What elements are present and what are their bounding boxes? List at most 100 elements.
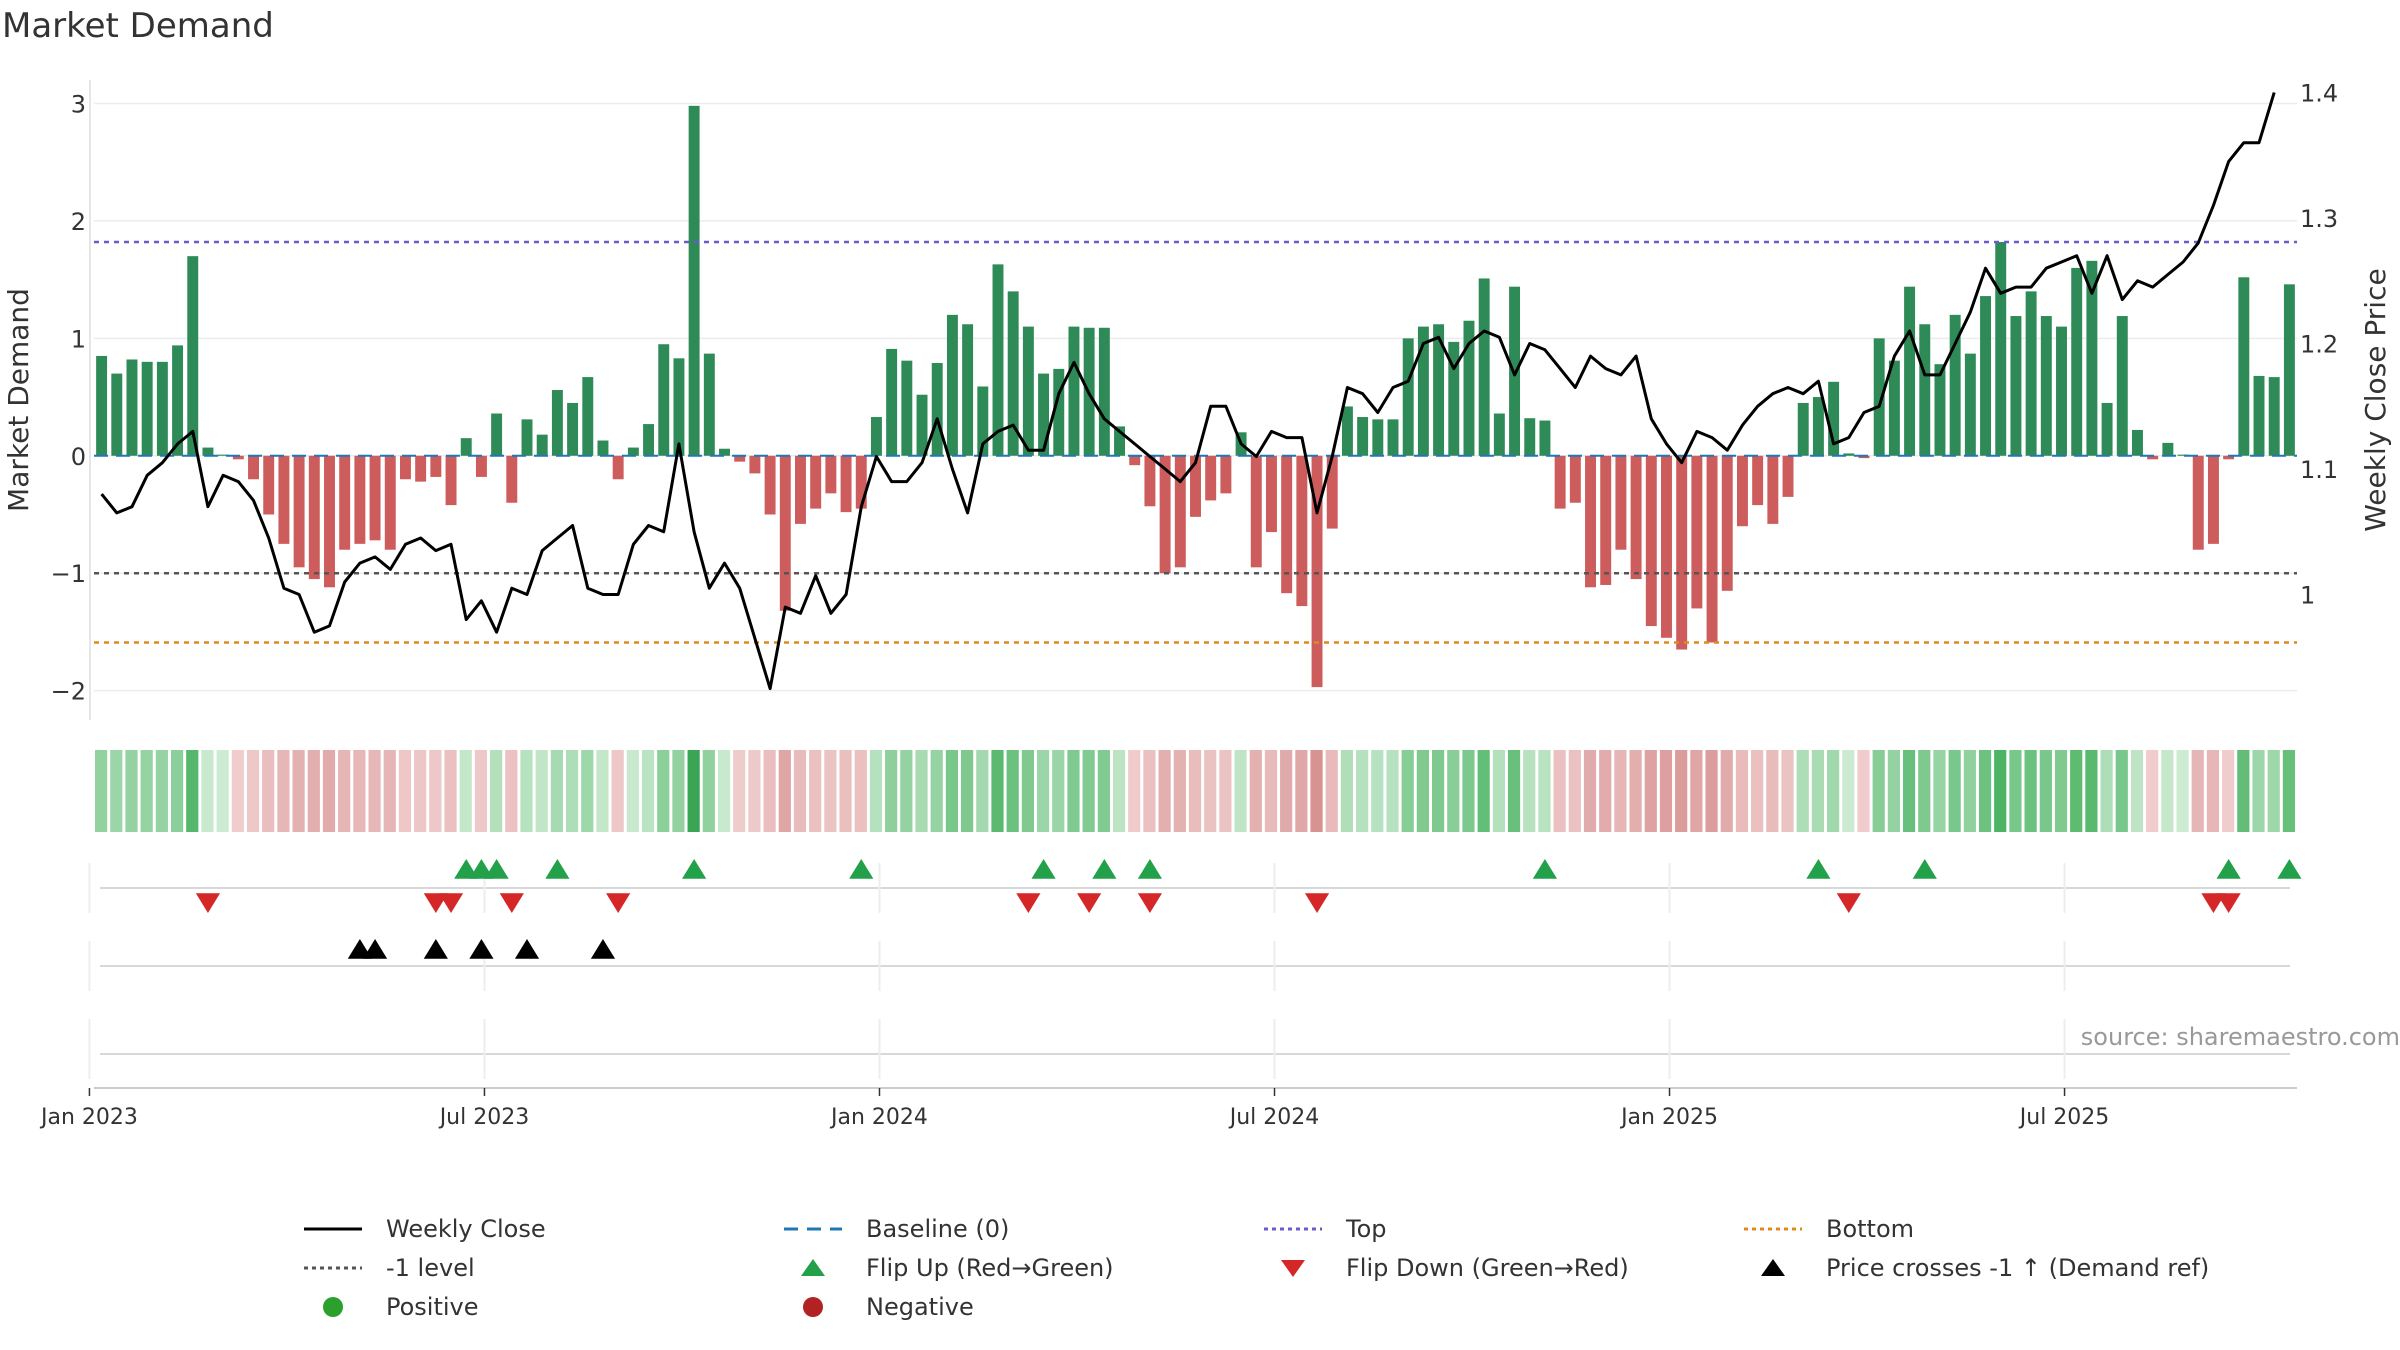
heat-cell [1842,750,1855,832]
demand-bar [1767,455,1779,524]
heat-cell [991,750,1004,832]
price-cross-marker [423,939,448,959]
demand-bar [248,455,259,480]
heat-cell [459,750,472,832]
heat-cell [717,750,731,832]
heat-cell [1872,750,1885,832]
flip-up-marker [1912,859,1937,879]
demand-bar [1919,324,1931,456]
demand-bar [2283,284,2295,456]
heat-cell [1295,750,1308,832]
heat-cell [2100,750,2113,832]
demand-bar [688,105,700,456]
flip-down-marker [1836,893,1861,913]
heat-cell [1234,750,1247,832]
demand-bar [810,455,822,509]
x-tick-label: Jul 2023 [438,1105,530,1130]
demand-bar [217,454,229,456]
heat-cell [1492,750,1505,832]
legend-label: Flip Down (Green→Red) [1346,1253,1629,1282]
demand-bar [187,256,199,456]
demand-bar [536,434,548,456]
y-tick-label: 2 [71,208,86,236]
heat-cell [520,750,533,832]
heat-cell [793,750,807,832]
demand-bar [2238,277,2250,456]
legend-item: Negative [780,1290,1260,1323]
heat-cell [1447,750,1460,832]
heat-cell [1158,750,1171,832]
legend-swatch [300,1256,366,1280]
heat-cell [2176,750,2189,832]
legend-label: Positive [386,1292,479,1321]
heat-cell [2282,750,2295,832]
heat-cell [2206,750,2220,832]
demand-bar [779,455,791,611]
heat-cell [1477,750,1490,832]
y-tick-label: −2 [51,678,86,706]
heat-cell [1553,750,1566,832]
demand-bar [1585,455,1596,588]
demand-bar [1676,455,1688,650]
heat-cell [1219,750,1232,832]
demand-bar [825,455,837,494]
demand-bar [2162,442,2174,456]
heat-cell [307,750,320,832]
heat-cell [915,750,928,832]
heat-cell [1781,750,1794,832]
heat-cell [2070,750,2083,832]
y-axis-label: Market Demand [2,288,35,512]
flip-up-marker [454,859,479,879]
legend-swatch [1740,1256,1806,1280]
flip-down-marker [1137,893,1163,913]
legend-item: Flip Up (Red→Green) [780,1251,1260,1284]
demand-bar [1433,324,1445,456]
demand-bar [1782,455,1794,497]
heat-cell [1416,750,1429,832]
demand-bar [202,447,214,456]
flip-up-marker [469,859,494,879]
demand-bar [1357,417,1369,456]
heat-cell [383,750,396,832]
heat-cell [1386,750,1399,832]
demand-bar [855,455,867,509]
demand-bar [369,455,381,541]
heat-cell [900,750,913,832]
demand-bar [1068,326,1080,456]
flip-down-marker [1077,893,1102,913]
heat-cell [1811,750,1825,832]
heat-cell [1204,750,1217,832]
heat-cell [277,750,290,832]
heat-cell [95,750,108,832]
demand-bar [1934,364,1946,456]
heat-cell [1097,750,1110,832]
demand-bar [749,455,761,474]
demand-bar [415,455,427,482]
heat-cell [2085,750,2098,832]
demand-bar [1114,426,1126,456]
demand-bar [1129,455,1141,466]
demand-bar [1038,373,1050,456]
source-credit: source: sharemaestro.com [2080,1023,2400,1051]
legend-label: Weekly Close [386,1214,546,1243]
heat-cell [1310,750,1323,832]
heat-cell [1751,750,1764,832]
y2-tick-label: 1.4 [2300,80,2338,108]
demand-bar [2040,316,2052,456]
heat-cell [444,750,457,832]
heat-cell [1614,750,1627,832]
demand-bar [278,455,290,544]
demand-bar [1372,419,1384,456]
legend-label: Baseline (0) [866,1214,1010,1243]
legend-label: Bottom [1826,1214,1915,1243]
flip-up-marker [2277,859,2302,879]
demand-bar [916,394,928,456]
demand-bar [2025,291,2037,456]
demand-bar [1661,455,1672,638]
heat-cell [1902,750,1916,832]
heat-cell [1036,750,1050,832]
heat-cell [322,750,336,832]
weekly-close-line [100,92,2276,691]
demand-bar [1964,353,1976,456]
